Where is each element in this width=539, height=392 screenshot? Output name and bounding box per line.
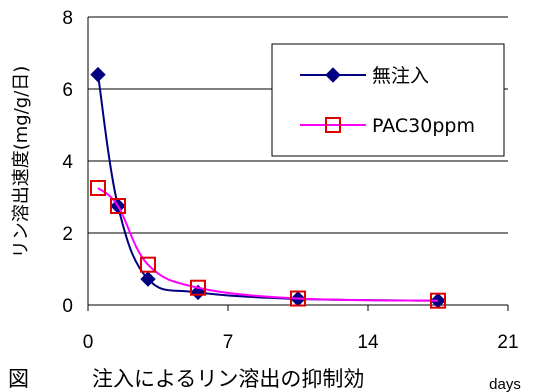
legend: 無注入 PAC30ppm <box>272 44 504 156</box>
y-tick-label-6: 6 <box>62 80 73 101</box>
x-unit-label: days <box>489 376 521 392</box>
y-tick-labels: 0 2 4 6 8 <box>62 8 73 317</box>
figure-caption: 図 注入によるリン溶出の抑制効 <box>8 367 364 391</box>
y-tick-label-8: 8 <box>62 8 73 29</box>
x-tick-label-7: 7 <box>223 332 234 353</box>
legend-label-0: 無注入 <box>372 65 429 87</box>
legend-box <box>272 44 504 156</box>
y-axis-label: リン溶出速度(mg/g/日) <box>11 66 32 259</box>
data-point-0-0 <box>91 68 105 82</box>
y-tick-label-2: 2 <box>62 224 73 245</box>
x-tick-label-0: 0 <box>83 332 94 353</box>
x-tick-label-21: 21 <box>497 332 518 353</box>
y-tick-label-0: 0 <box>62 296 73 317</box>
y-tick-label-4: 4 <box>62 152 73 173</box>
x-tick-labels: 0 7 14 21 <box>83 305 519 353</box>
x-tick-label-14: 14 <box>357 332 379 353</box>
legend-label-1: PAC30ppm <box>372 115 475 137</box>
series-pac30ppm <box>91 181 445 308</box>
